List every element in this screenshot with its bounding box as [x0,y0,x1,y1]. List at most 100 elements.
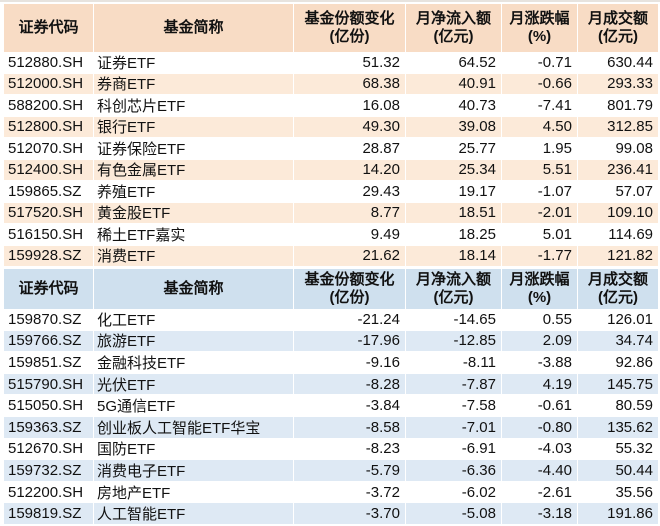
column-header-turnover: 月成交额 (亿元) [578,4,658,52]
turnover-cell: 312.85 [607,118,653,136]
share-change-cell: -3.70 [294,503,406,524]
share-change-cell: -21.24 [294,309,406,330]
column-header-label: 证券代码 [18,280,79,297]
pct-change-cell: -3.18 [502,503,578,524]
net-inflow-cell: 18.14 [406,245,502,266]
fund-name-cell: 证券ETF [94,52,294,73]
pct-change-cell: -0.80 [502,416,578,438]
net-inflow-cell: -12.85 [406,330,502,352]
table-row: 159819.SZ 人工智能ETF -3.70 -5.08 -3.18 191.… [4,503,658,525]
column-header-unit: (%) [527,28,552,45]
table-header-row: 证券代码 基金简称 基金份额变化 (亿份) 月净流入额 (亿元) 月涨跌幅 (%… [4,269,658,309]
net-inflow-cell: 19.17 [406,181,502,202]
share-change-cell: -3.72 [294,481,406,503]
column-header-net-inflow: 月净流入额 (亿元) [406,4,502,52]
pct-change-cell: -4.03 [502,438,578,460]
net-inflow-cell: -6.36 [406,460,502,481]
column-header-unit: (亿元) [433,28,474,45]
net-inflow-cell: -7.01 [406,416,502,438]
column-header-code: 证券代码 [4,4,94,52]
table-row: 159870.SZ 化工ETF -21.24 -14.65 0.55 126.0… [4,309,658,331]
turnover-cell: 80.59 [615,397,653,415]
table-row: 512880.SH 证券ETF 51.32 64.52 -0.71 630.44 [4,52,658,74]
net-inflow-cell: -5.08 [406,503,502,524]
net-inflow-cell: 40.91 [406,73,502,94]
column-header-label: 月成交额 [587,10,648,27]
pct-change-cell: -2.01 [502,202,578,223]
fund-code-cell: 512070.SH [4,138,94,159]
fund-code-cell: 588200.SH [4,95,94,116]
table-row: 588200.SH 科创芯片ETF 16.08 40.73 -7.41 801.… [4,95,658,117]
turnover-cell: 99.08 [615,139,653,157]
pct-change-cell: -0.66 [502,73,578,94]
table-row: 159851.SZ 金融科技ETF -9.16 -8.11 -3.88 92.8… [4,352,658,374]
table-row: 159928.SZ 消费ETF 21.62 18.14 -1.77 121.82 [4,245,658,267]
net-inflow-cell: 25.77 [406,138,502,159]
fund-code-cell: 512800.SH [4,116,94,137]
turnover-cell: 135.62 [607,418,653,436]
column-header-unit: (亿元) [433,289,474,306]
column-header-label: 基金份额变化 [304,10,395,27]
turnover-cell: 50.44 [615,461,653,479]
table-row: 159363.SZ 创业板人工智能ETF华宝 -8.58 -7.01 -0.80… [4,416,658,439]
pct-change-cell: 4.19 [502,373,578,395]
fund-code-cell: 515790.SH [4,373,94,395]
net-inflow-cell: 64.52 [406,52,502,73]
share-change-cell: 51.32 [294,52,406,73]
fund-name-cell: 化工ETF [94,309,294,330]
table-row: 512400.SH 有色金属ETF 14.20 25.34 5.51 236.4… [4,159,658,181]
fund-name-cell: 金融科技ETF [94,352,294,373]
fund-code-cell: 512400.SH [4,159,94,180]
turnover-cell: 121.82 [607,247,653,265]
pct-change-cell: -3.88 [502,352,578,373]
share-change-cell: -17.96 [294,330,406,352]
column-header-unit: (亿份) [329,28,370,45]
share-change-cell: 9.49 [294,224,406,245]
share-change-cell: 29.43 [294,181,406,202]
column-header-share-change: 基金份额变化 (亿份) [294,4,406,52]
fund-code-cell: 512200.SH [4,481,94,503]
fund-code-cell: 512000.SH [4,73,94,94]
turnover-cell: 35.56 [615,483,653,501]
column-header-pct-change: 月涨跌幅 (%) [502,269,578,309]
turnover-cell: 126.01 [607,310,653,328]
fund-code-cell: 159766.SZ [4,330,94,352]
fund-name-cell: 旅游ETF [94,330,294,352]
pct-change-cell: 0.55 [502,309,578,330]
fund-name-cell: 养殖ETF [94,181,294,202]
column-header-label: 月净流入额 [415,10,491,27]
share-change-cell: -8.28 [294,373,406,395]
net-inflow-cell: 25.34 [406,159,502,180]
net-inflow-cell: 18.51 [406,202,502,223]
fund-name-cell: 有色金属ETF [94,159,294,180]
table-row: 512070.SH 证券保险ETF 28.87 25.77 1.95 99.08 [4,138,658,160]
fund-name-cell: 创业板人工智能ETF华宝 [94,416,294,438]
net-inflow-cell: -14.65 [406,309,502,330]
fund-code-cell: 515050.SH [4,395,94,416]
column-header-label: 月成交额 [587,271,648,288]
share-change-cell: -3.84 [294,395,406,416]
share-change-cell: -8.23 [294,438,406,460]
table-row: 515790.SH 光伏ETF -8.28 -7.87 4.19 145.75 [4,373,658,396]
column-header-label: 证券代码 [18,19,79,36]
fund-name-cell: 消费电子ETF [94,460,294,481]
net-inflow-cell: 39.08 [406,116,502,137]
table-body: 512880.SH 证券ETF 51.32 64.52 -0.71 630.44… [4,52,658,267]
column-header-pct-change: 月涨跌幅 (%) [502,4,578,52]
column-header-label: 基金简称 [163,19,224,36]
share-change-cell: 21.62 [294,245,406,266]
table-body: 159870.SZ 化工ETF -21.24 -14.65 0.55 126.0… [4,309,658,525]
pct-change-cell: 1.95 [502,138,578,159]
fund-name-cell: 稀土ETF嘉实 [94,224,294,245]
net-inflow-cell: -7.87 [406,373,502,395]
turnover-cell: 630.44 [607,53,653,71]
fund-name-cell: 黄金股ETF [94,202,294,223]
table-row: 159865.SZ 养殖ETF 29.43 19.17 -1.07 57.07 [4,181,658,203]
turnover-cell: 801.79 [607,96,653,114]
pct-change-cell: -4.40 [502,460,578,481]
pct-change-cell: 5.01 [502,224,578,245]
column-header-unit: (亿份) [329,289,370,306]
fund-name-cell: 消费ETF [94,245,294,266]
fund-code-cell: 159928.SZ [4,245,94,266]
pct-change-cell: -1.07 [502,181,578,202]
